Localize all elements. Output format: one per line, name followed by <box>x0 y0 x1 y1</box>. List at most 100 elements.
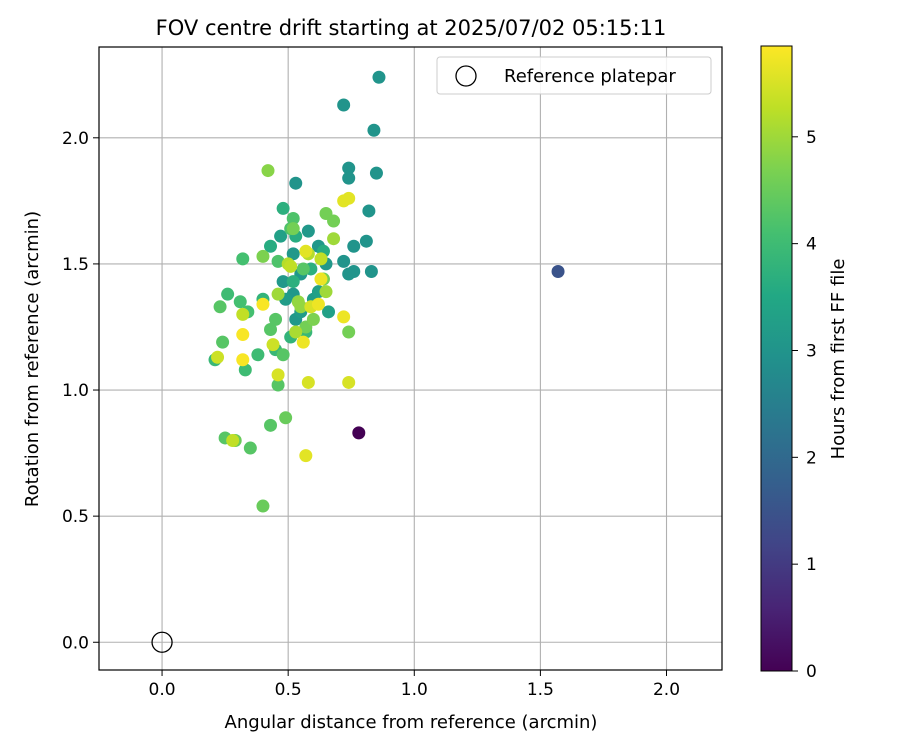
data-point <box>289 325 303 339</box>
data-point <box>271 378 285 392</box>
y-tick-label: 0.5 <box>62 507 89 527</box>
data-point <box>286 222 300 236</box>
data-point <box>264 322 278 336</box>
data-point <box>236 353 250 367</box>
data-point <box>286 212 300 226</box>
data-point <box>367 123 381 137</box>
data-point <box>264 418 278 432</box>
data-point <box>342 161 356 175</box>
data-point <box>311 297 325 311</box>
x-tick-label: 1.5 <box>527 680 554 700</box>
data-point <box>221 287 235 301</box>
data-point <box>279 411 293 425</box>
data-point <box>301 375 315 389</box>
data-point <box>347 239 361 253</box>
data-point <box>211 350 225 364</box>
x-tick-label: 2.0 <box>653 680 680 700</box>
colorbar: 0 1 2 3 4 5 Hours from first FF file <box>760 45 849 682</box>
data-point <box>337 98 351 112</box>
colorbar-tick-label: 4 <box>806 235 817 255</box>
data-point <box>243 441 257 455</box>
data-point <box>342 375 356 389</box>
data-point <box>269 312 283 326</box>
data-point <box>236 252 250 266</box>
data-point <box>296 262 310 276</box>
colorbar-tick-label: 0 <box>806 662 817 682</box>
data-point <box>284 259 298 273</box>
data-point <box>364 264 378 278</box>
y-axis-label: Rotation from reference (arcmin) <box>22 211 43 507</box>
data-point <box>342 191 356 205</box>
reference-point <box>151 631 173 653</box>
data-point <box>299 244 313 258</box>
legend: Reference platepar <box>436 56 712 95</box>
y-tick-label: 2.0 <box>62 129 89 149</box>
plot-frame <box>98 46 723 671</box>
data-point <box>256 499 270 513</box>
data-point <box>236 307 250 321</box>
data-point <box>301 224 315 238</box>
data-point <box>261 164 275 178</box>
grid-lines <box>99 47 722 670</box>
data-point <box>296 335 310 349</box>
data-point <box>274 229 288 243</box>
data-point <box>314 252 328 266</box>
data-point <box>226 433 240 447</box>
data-point <box>306 312 320 326</box>
data-point <box>236 328 250 342</box>
colorbar-gradient <box>760 45 793 672</box>
data-point <box>286 275 300 289</box>
colorbar-tick-label: 1 <box>806 555 817 575</box>
data-points <box>208 70 565 513</box>
data-point <box>322 305 336 319</box>
data-point <box>271 287 285 301</box>
data-point <box>372 70 386 84</box>
data-point <box>362 204 376 218</box>
legend-box <box>436 56 712 95</box>
data-point <box>264 239 278 253</box>
data-point <box>337 310 351 324</box>
y-tick-label: 1.0 <box>62 381 89 401</box>
data-point <box>213 300 227 314</box>
data-point <box>256 297 270 311</box>
data-point <box>327 214 341 228</box>
data-point <box>251 348 265 362</box>
x-tick-label: 1.0 <box>401 680 428 700</box>
y-tick-label: 1.5 <box>62 255 89 275</box>
x-axis-ticks: 0.0 0.5 1.0 1.5 2.0 <box>149 670 680 700</box>
data-point <box>352 426 366 440</box>
data-point <box>337 254 351 268</box>
data-point <box>342 325 356 339</box>
colorbar-tick-label: 2 <box>806 448 817 468</box>
colorbar-label: Hours from first FF file <box>828 259 849 460</box>
colorbar-ticks: 0 1 2 3 4 5 <box>792 128 817 682</box>
data-point <box>216 335 230 349</box>
y-tick-label: 0.0 <box>62 633 89 653</box>
data-point <box>276 201 290 215</box>
data-point <box>266 338 280 352</box>
data-point <box>327 232 341 246</box>
data-point <box>369 166 383 180</box>
data-point <box>276 348 290 362</box>
colorbar-tick-label: 3 <box>806 341 817 361</box>
data-point <box>314 272 328 286</box>
data-point <box>256 249 270 263</box>
x-tick-label: 0.5 <box>275 680 302 700</box>
colorbar-tick-label: 5 <box>806 128 817 148</box>
x-tick-label: 0.0 <box>149 680 176 700</box>
data-point <box>299 449 313 463</box>
chart-title: FOV centre drift starting at 2025/07/02 … <box>156 16 667 40</box>
data-point <box>319 285 333 299</box>
x-axis-label: Angular distance from reference (arcmin) <box>225 712 598 733</box>
data-point <box>342 267 356 281</box>
data-point <box>359 234 373 248</box>
data-point <box>551 264 565 278</box>
data-point <box>342 171 356 185</box>
y-axis-ticks: 0.0 0.5 1.0 1.5 2.0 <box>62 129 99 653</box>
legend-marker <box>455 65 477 87</box>
legend-label: Reference platepar <box>504 66 676 87</box>
data-point <box>233 295 247 309</box>
data-point <box>276 275 290 289</box>
data-point <box>271 254 285 268</box>
